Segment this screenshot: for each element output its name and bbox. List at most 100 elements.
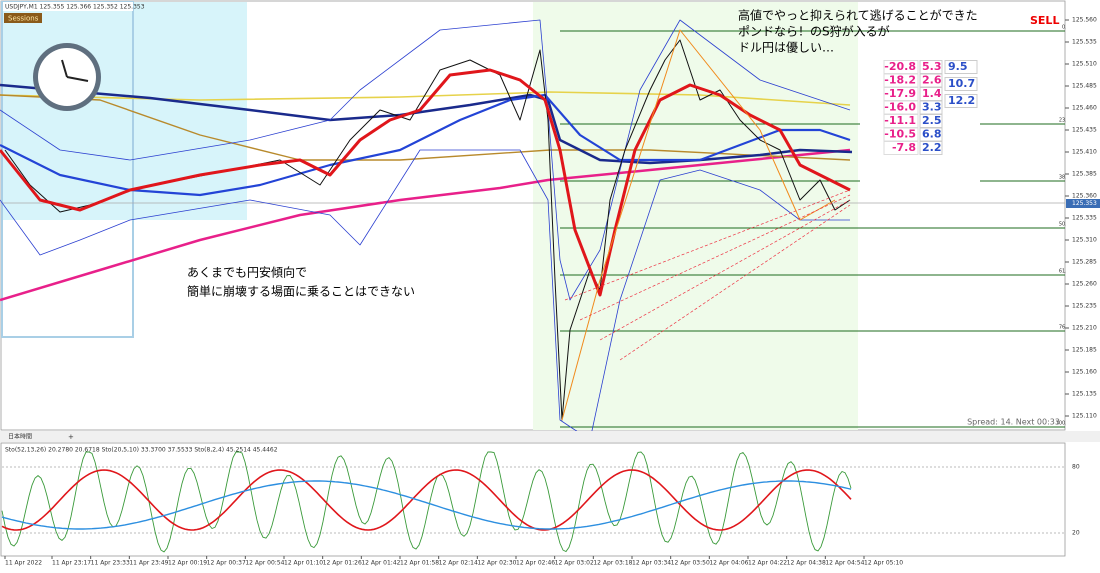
tab-strip xyxy=(0,431,1100,442)
header-bg xyxy=(3,2,133,11)
cell-text: 3.3 xyxy=(922,101,942,114)
tab[interactable]: 日本時間 xyxy=(8,433,32,441)
strength-table: -20.8-18.2-17.9-16.0-11.1-10.5-7.8 5.32.6… xyxy=(883,60,978,155)
price-label: 125.535 xyxy=(1072,39,1097,46)
cell-text: 2.2 xyxy=(922,141,942,154)
price-label: 125.310 xyxy=(1072,237,1097,244)
fib-label: 100.0 xyxy=(1056,421,1070,427)
oscillator-line xyxy=(1,451,852,553)
time-label: 12 Apr 03:50 xyxy=(671,560,710,567)
annotation-line: あくまでも円安傾向で xyxy=(187,265,307,280)
oscillator-level: 20 xyxy=(1072,530,1080,537)
time-label: 12 Apr 04:06 xyxy=(709,560,748,567)
annotation-bottom: あくまでも円安傾向で 簡単に崩壊する場面に乗ることはできない xyxy=(187,265,415,299)
clock-hand xyxy=(66,76,89,82)
oscillator-level: 80 xyxy=(1072,464,1080,471)
cell xyxy=(919,141,943,155)
indicators xyxy=(0,19,853,441)
cell-text: -10.5 xyxy=(884,128,916,141)
cell-text: 9.5 xyxy=(948,60,968,73)
current-price: 125.353 xyxy=(1072,200,1097,207)
cell-text: -20.8 xyxy=(884,60,916,73)
cell-text: 6.8 xyxy=(922,128,942,141)
fib-label: 23.6 xyxy=(1059,118,1070,124)
time-label: 12 Apr 00:37 xyxy=(207,560,246,567)
price-label: 125.335 xyxy=(1072,215,1097,222)
ma-navy xyxy=(0,83,853,165)
zigzag xyxy=(561,29,836,421)
fib-label: 61.8 xyxy=(1059,269,1070,275)
price-label: 125.210 xyxy=(1072,325,1097,332)
price-label: 125.135 xyxy=(1072,391,1097,398)
cell-text: 1.4 xyxy=(922,87,942,100)
time-label: 12 Apr 01:58 xyxy=(400,560,439,567)
time-label: 11 Apr 23:33 xyxy=(91,560,130,567)
time-label: 12 Apr 04:38 xyxy=(787,560,826,567)
price-axis: 125.560 125.535 125.510 125.485 125.460 125.4… xyxy=(1065,17,1097,442)
cell xyxy=(944,94,978,108)
price-label: 125.110 xyxy=(1072,413,1097,420)
session-region xyxy=(2,2,247,220)
time-label: 12 Apr 03:18 xyxy=(593,560,632,567)
cell-text: 2.5 xyxy=(922,114,942,127)
oscillator-header: Sto(52,13,26) 20.2780 20.6718 Sto(20,5,1… xyxy=(5,447,278,454)
indicator-badge xyxy=(4,13,42,23)
clock-hand xyxy=(61,59,68,78)
time-label: 12 Apr 05:10 xyxy=(864,560,903,567)
oscillator-line xyxy=(1,480,852,530)
cell-text: -11.1 xyxy=(884,114,916,127)
oscillator-lines xyxy=(1,451,852,553)
price-label: 125.435 xyxy=(1072,127,1097,134)
price-label: 125.460 xyxy=(1072,105,1097,112)
price-label: 125.560 xyxy=(1072,17,1097,24)
price-label: 125.260 xyxy=(1072,281,1097,288)
oscillator-line xyxy=(1,469,852,531)
price-label: 125.185 xyxy=(1072,347,1097,354)
band-lower xyxy=(0,149,850,441)
cell xyxy=(944,77,978,91)
price-label: 125.485 xyxy=(1072,83,1097,90)
tab[interactable]: + xyxy=(68,433,74,441)
time-label: 12 Apr 04:54 xyxy=(825,560,864,567)
fib-label: 50.0 xyxy=(1059,222,1070,228)
price-label: 125.510 xyxy=(1072,61,1097,68)
cell-text: 2.6 xyxy=(922,74,942,87)
fib-label: 76.4 xyxy=(1059,325,1070,331)
time-label: 12 Apr 04:22 xyxy=(748,560,787,567)
time-label: 12 Apr 00:19 xyxy=(168,560,207,567)
time-label: 12 Apr 03:34 xyxy=(632,560,671,567)
annotation-line: ドル円は優しい… xyxy=(738,41,834,55)
price-label: 125.235 xyxy=(1072,303,1097,310)
current-price-badge xyxy=(1066,199,1100,208)
fan-lines xyxy=(564,189,851,361)
time-label: 12 Apr 00:54 xyxy=(245,560,284,567)
time-label: 11 Apr 2022 xyxy=(5,560,42,567)
time-label: 11 Apr 23:17 xyxy=(52,560,91,567)
time-label: 12 Apr 02:46 xyxy=(516,560,555,567)
price-label: 125.360 xyxy=(1072,193,1097,200)
band-upper xyxy=(0,19,851,301)
price-axis-bg xyxy=(1066,0,1100,443)
time-label: 12 Apr 01:26 xyxy=(323,560,362,567)
time-label: 12 Apr 01:42 xyxy=(361,560,400,567)
ma-blue xyxy=(0,93,851,197)
cell xyxy=(944,60,978,74)
cell-text: -17.9 xyxy=(884,87,916,100)
cell-text: 10.7 xyxy=(948,77,975,90)
time-label: 12 Apr 01:10 xyxy=(284,560,323,567)
annotation-line: ポンドなら！のS狩が入るが xyxy=(738,24,890,39)
price-label: 125.285 xyxy=(1072,259,1097,266)
status-text: Spread: 14. Next 00:33 xyxy=(967,418,1060,427)
cell-text: -16.0 xyxy=(884,101,916,114)
annotation-line: 簡単に崩壊する場面に乗ることはできない xyxy=(187,284,415,299)
fib-label: 38.2 xyxy=(1059,175,1070,181)
time-axis: 11 Apr 2022 11 Apr 23:17 11 Apr 23:33 11 Ap… xyxy=(4,556,903,567)
cell-text: 5.3 xyxy=(922,60,942,73)
indicator-label: Sessions xyxy=(8,15,39,23)
price-label: 125.385 xyxy=(1072,171,1097,178)
time-label: 12 Apr 02:30 xyxy=(477,560,516,567)
clock xyxy=(33,43,101,111)
cell-text: -18.2 xyxy=(884,74,916,87)
cell-text: 12.2 xyxy=(948,94,975,107)
